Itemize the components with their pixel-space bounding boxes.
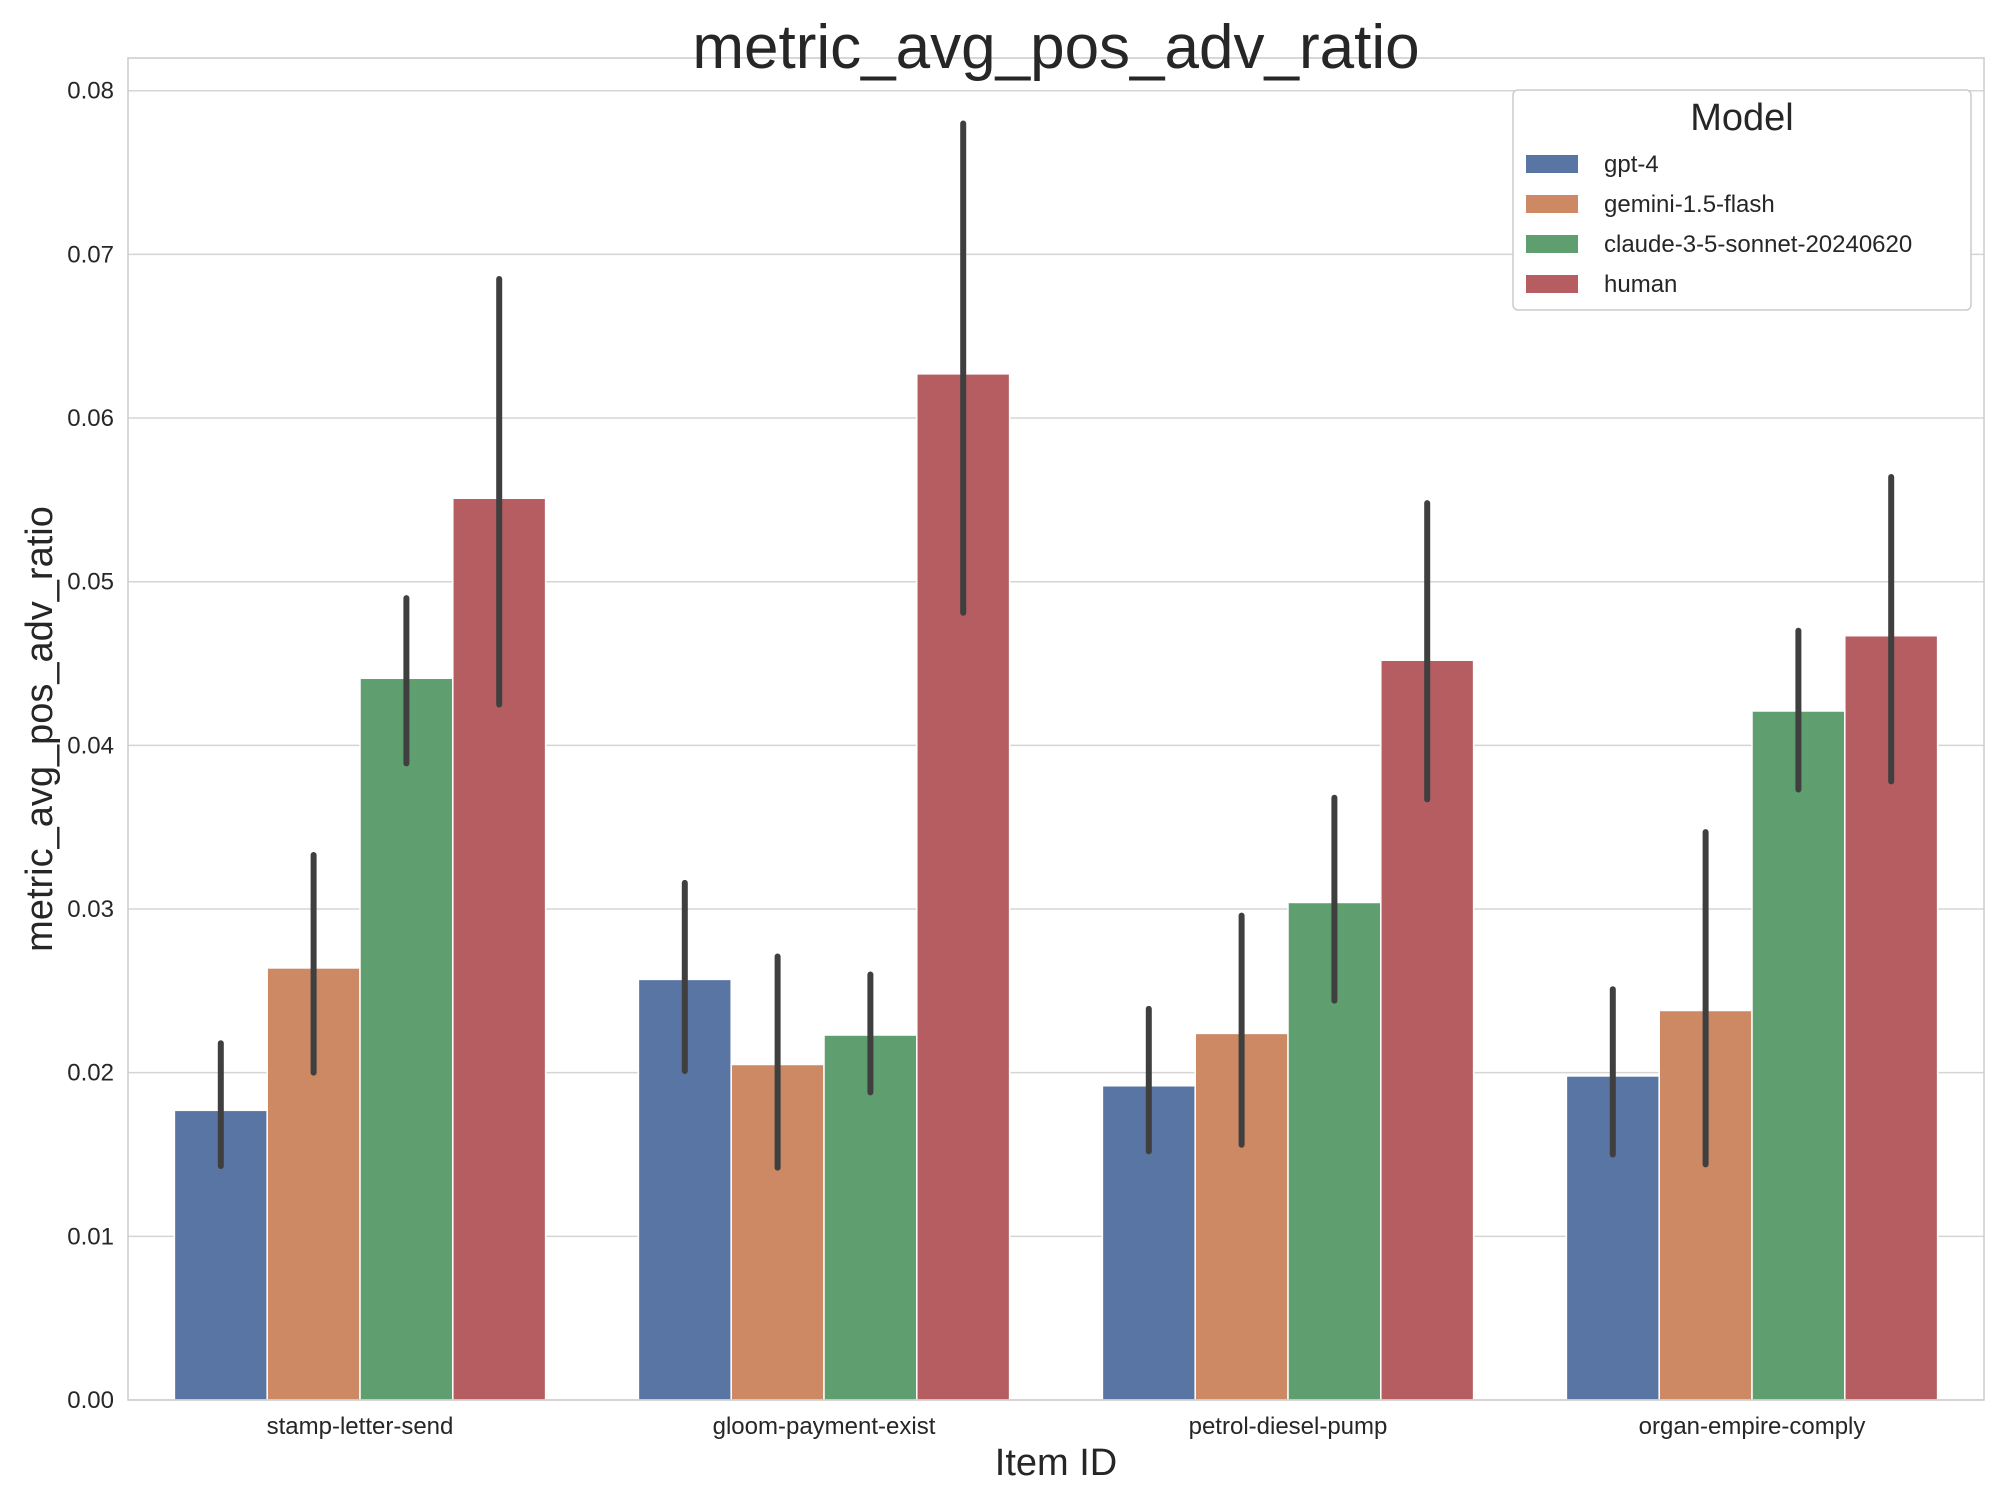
legend-label: claude-3-5-sonnet-20240620: [1604, 231, 1912, 258]
legend-title: Model: [1690, 97, 1794, 139]
x-axis-label: Item ID: [995, 1442, 1117, 1484]
legend-box: [1512, 89, 1972, 311]
y-tick-label: 0.07: [67, 241, 114, 268]
bar: [1751, 710, 1846, 1401]
y-tick-label: 0.08: [67, 78, 114, 105]
y-tick-label: 0.01: [67, 1223, 114, 1250]
y-tick-label: 0.00: [67, 1387, 114, 1414]
y-tick-label: 0.02: [67, 1060, 114, 1087]
x-tick-labels: stamp-letter-send gloom-payment-exist petr…: [267, 1413, 1866, 1440]
legend-label: gpt-4: [1604, 151, 1659, 178]
y-tick-label: 0.04: [67, 732, 114, 759]
y-tick-labels: 0.00 0.01 0.02 0.03 0.04 0.05 0.06 0.07 0.08: [67, 78, 114, 1414]
x-tick-label: gloom-payment-exist: [713, 1413, 936, 1440]
legend-swatch: [1526, 235, 1578, 253]
chart-title: metric_avg_pos_adv_ratio: [692, 13, 1419, 82]
y-tick-label: 0.06: [67, 405, 114, 432]
x-tick-label: organ-empire-comply: [1639, 1413, 1866, 1440]
legend-label: human: [1604, 271, 1677, 298]
legend-items: gpt-4 gemini-1.5-flash claude-3-5-sonnet-2…: [1526, 151, 1912, 298]
legend-swatch: [1526, 155, 1578, 173]
bar: [359, 677, 454, 1401]
legend: Model gpt-4 gemini-1.5-flash claude-3-5-so…: [1512, 89, 1972, 311]
x-tick-label: petrol-diesel-pump: [1189, 1413, 1388, 1440]
x-tick-label: stamp-letter-send: [267, 1413, 454, 1440]
y-tick-label: 0.03: [67, 896, 114, 923]
y-axis-label: metric_avg_pos_adv_ratio: [19, 506, 61, 952]
legend-label: gemini-1.5-flash: [1604, 191, 1775, 218]
plot-frame: [127, 57, 1985, 1401]
legend-swatch: [1526, 195, 1578, 213]
bars-group: [173, 373, 1939, 1401]
error-bars-group: [217, 120, 1895, 1171]
legend-swatch: [1526, 275, 1578, 293]
y-tick-label: 0.05: [67, 569, 114, 596]
bar: [823, 1034, 918, 1401]
